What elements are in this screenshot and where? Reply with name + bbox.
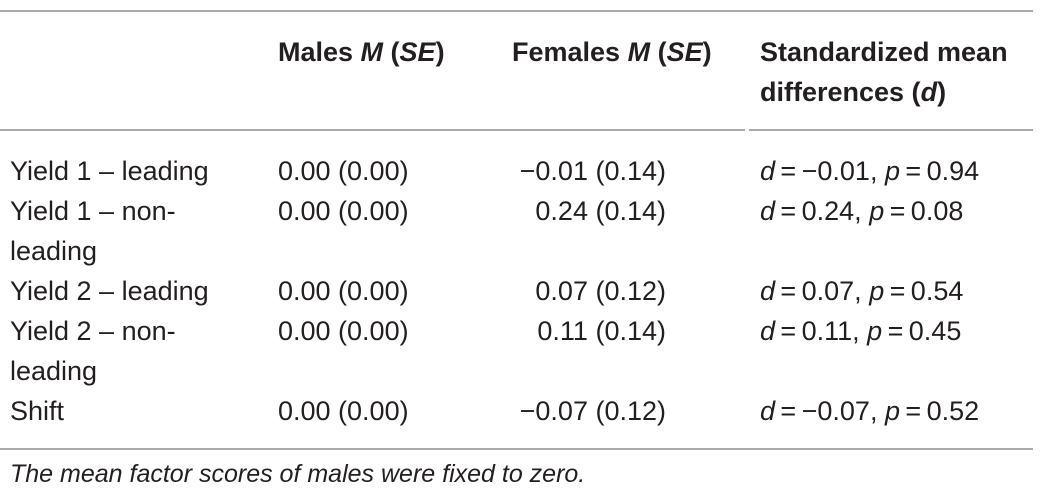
table-footnote: The mean factor scores of males were fix… — [10, 460, 586, 488]
header-females: Females M (SE) — [512, 37, 712, 67]
row-label: Yield 2 – leading — [10, 276, 209, 306]
females-value: 0.24 (0.14) — [535, 196, 666, 226]
females-value: −0.07 (0.12) — [519, 396, 666, 426]
males-value: 0.00 (0.00) — [278, 396, 409, 426]
males-value: 0.00 (0.00) — [278, 316, 409, 346]
header-rule-left — [0, 129, 745, 131]
females-value: −0.01 (0.14) — [519, 156, 666, 186]
effect-size: d = 0.11, p = 0.45 — [760, 316, 962, 346]
bottom-rule — [0, 448, 1033, 450]
females-value: 0.07 (0.12) — [535, 276, 666, 306]
row-label: Yield 1 – leading — [10, 156, 209, 186]
top-rule — [0, 10, 1033, 12]
effect-size: d = 0.24, p = 0.08 — [760, 196, 964, 226]
header-rule-right — [749, 129, 1033, 131]
header-std-mean-diff-line2: differences (d) — [760, 77, 947, 107]
males-value: 0.00 (0.00) — [278, 276, 409, 306]
effect-size: d = −0.01, p = 0.94 — [760, 156, 980, 186]
row-label: Yield 1 – non- — [10, 196, 176, 226]
effect-size: d = 0.07, p = 0.54 — [760, 276, 964, 306]
row-label-continued: leading — [10, 356, 98, 386]
row-label-continued: leading — [10, 236, 98, 266]
row-label: Yield 2 – non- — [10, 316, 176, 346]
row-label: Shift — [10, 396, 65, 426]
header-std-mean-diff-line1: Standardized mean — [760, 37, 1008, 67]
males-value: 0.00 (0.00) — [278, 156, 409, 186]
effect-size: d = −0.07, p = 0.52 — [760, 396, 980, 426]
males-value: 0.00 (0.00) — [278, 196, 409, 226]
females-value: 0.11 (0.14) — [537, 316, 666, 346]
header-males: Males M (SE) — [278, 37, 445, 67]
